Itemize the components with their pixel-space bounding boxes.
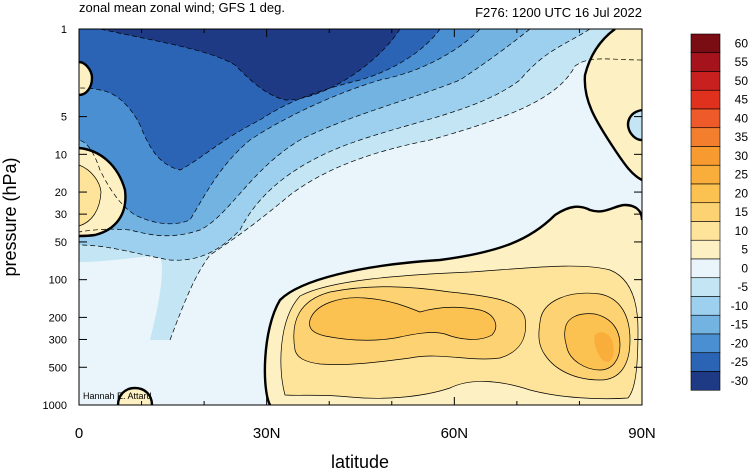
colorbar-label: 40	[735, 111, 749, 125]
colorbar-swatch	[690, 221, 721, 241]
y-axis: 1 5 10 20 30 50 100 200 300 500 1000	[43, 24, 642, 412]
colorbar-label: 10	[735, 224, 749, 238]
contour-region-minus30	[100, 29, 400, 100]
colorbar-label: -15	[731, 318, 749, 332]
y-tick-label: 1	[61, 24, 67, 36]
y-tick-label: 50	[55, 237, 67, 249]
y-tick-label: 100	[49, 275, 67, 287]
x-axis-label: latitude	[331, 452, 389, 471]
contour-field: Hannah E. Attard	[79, 29, 642, 405]
contour-region-jet-20	[309, 297, 620, 370]
colorbar-swatch	[690, 333, 721, 354]
colorbar-swatch	[690, 183, 721, 204]
colorbar-label: -20	[731, 336, 749, 350]
x-tick-label: 30N	[253, 425, 281, 442]
colorbar-label: 15	[735, 205, 749, 219]
colorbar-label: -25	[731, 355, 749, 369]
colorbar-swatch	[690, 33, 721, 54]
y-tick-label: 10	[55, 149, 67, 161]
y-tick-label: 20	[55, 187, 67, 199]
y-axis-label: pressure (hPa)	[0, 157, 20, 276]
colorbar-swatch	[690, 89, 721, 110]
colorbar-swatch	[690, 352, 721, 372]
attribution-text: Hannah E. Attard	[83, 391, 152, 401]
plot-frame	[78, 28, 643, 406]
colorbar-label: 5	[741, 243, 748, 257]
contour-region-equator-10	[79, 165, 101, 226]
colorbar-swatch	[690, 71, 721, 91]
colorbar-label: 30	[735, 149, 749, 163]
contour-region-surface-5	[118, 388, 152, 405]
contour-region-polar-5	[584, 29, 642, 180]
x-axis: 0 30N 60N 90N	[75, 29, 656, 442]
colorbar-label: -30	[731, 374, 749, 388]
colorbar-swatch	[690, 108, 721, 129]
colorbar-swatch	[690, 258, 721, 279]
colorbar-swatch	[690, 239, 721, 260]
colorbar-swatch	[690, 127, 721, 147]
colorbar: 605550454035302520151050-5-10-15-20-25-3…	[690, 33, 749, 391]
chart-title-left: zonal mean zonal wind; GFS 1 deg.	[79, 0, 285, 15]
colorbar-label: 50	[735, 74, 749, 88]
colorbar-label: 20	[735, 186, 749, 200]
y-tick-label: 200	[49, 312, 67, 324]
y-tick-label: 1000	[43, 400, 67, 412]
colorbar-label: 0	[741, 261, 748, 275]
colorbar-swatch	[690, 52, 721, 72]
colorbar-swatch	[690, 371, 721, 391]
y-tick-label: 300	[49, 334, 67, 346]
colorbar-label: -5	[737, 280, 748, 294]
colorbar-label: -10	[731, 299, 749, 313]
colorbar-label: 25	[735, 168, 749, 182]
y-tick-label: 5	[61, 112, 67, 124]
colorbar-swatch	[690, 296, 721, 316]
colorbar-swatch	[690, 202, 721, 222]
colorbar-swatch	[690, 146, 721, 166]
x-tick-label: 0	[75, 425, 83, 442]
colorbar-label: 60	[735, 36, 749, 50]
y-tick-label: 500	[49, 362, 67, 374]
zero-contour-lines	[79, 29, 642, 405]
colorbar-swatch	[690, 314, 721, 335]
x-tick-label: 60N	[441, 425, 469, 442]
y-tick-label: 30	[55, 209, 67, 221]
chart-title-right: F276: 1200 UTC 16 Jul 2022	[475, 5, 642, 20]
x-tick-label: 90N	[628, 425, 656, 442]
contour-region-jet-25	[594, 332, 614, 362]
colorbar-label: 45	[735, 93, 749, 107]
positive-contour-lines	[79, 164, 639, 400]
colorbar-label: 55	[735, 55, 749, 69]
colorbar-swatch	[690, 277, 721, 297]
colorbar-swatch	[690, 164, 721, 185]
colorbar-label: 35	[735, 130, 749, 144]
negative-contour-lines	[79, 29, 642, 341]
